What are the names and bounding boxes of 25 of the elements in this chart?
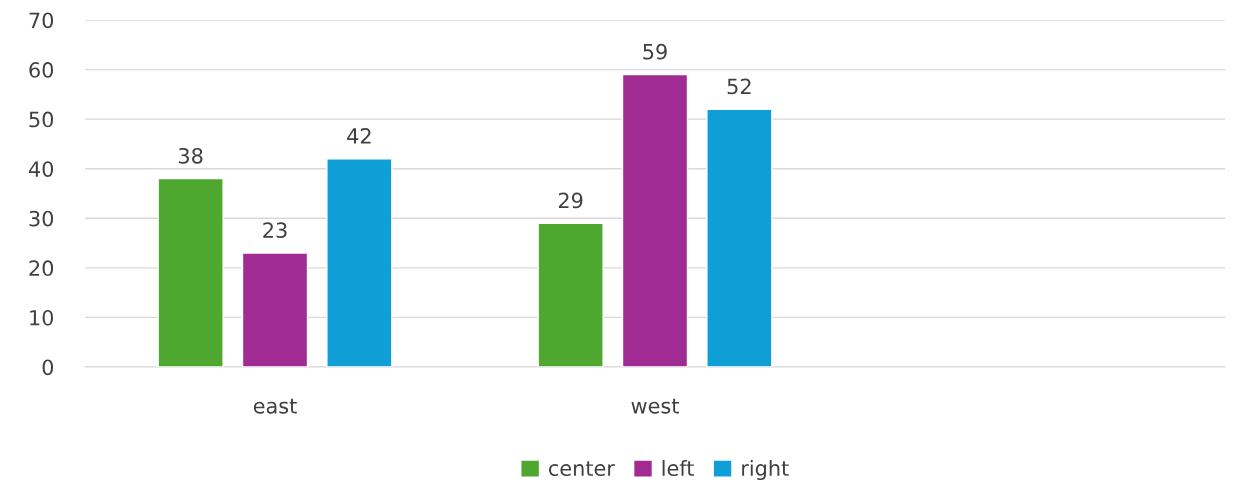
- data-label: 59: [643, 43, 667, 60]
- bar: [537, 222, 604, 367]
- y-tick-label: 50: [29, 111, 54, 128]
- bar: [157, 177, 224, 367]
- x-tick-label: east: [253, 398, 297, 414]
- data-label: 42: [347, 128, 371, 144]
- bar: [326, 158, 393, 367]
- y-tick-label: 20: [29, 260, 54, 277]
- y-tick-label: 30: [29, 210, 54, 227]
- bar: [241, 252, 309, 367]
- legend-label: center: [549, 461, 615, 477]
- y-tick-label: 0: [42, 359, 54, 376]
- data-label: 52: [727, 78, 751, 95]
- legend-label: left: [662, 459, 694, 477]
- legend-label: right: [742, 459, 789, 481]
- data-label: 38: [178, 147, 203, 164]
- y-tick-label: 10: [30, 309, 54, 326]
- y-tick-label: 40: [28, 161, 54, 177]
- bar: [621, 73, 689, 367]
- bar: [706, 108, 773, 367]
- y-tick-label: 70: [29, 12, 54, 29]
- data-label: 23: [263, 222, 287, 239]
- data-label: 29: [558, 192, 583, 209]
- y-tick-label: 60: [29, 62, 54, 78]
- x-tick-label: west: [631, 398, 679, 414]
